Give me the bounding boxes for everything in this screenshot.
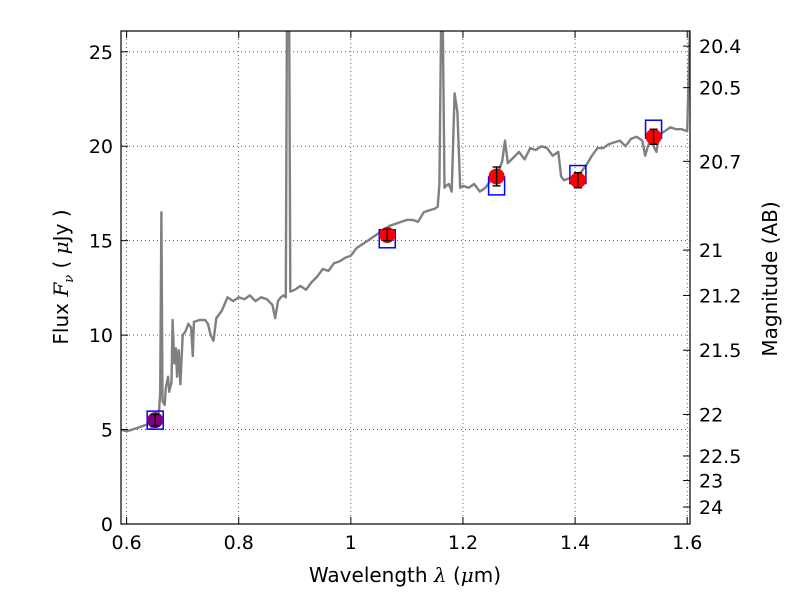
- y-right-axis-label: Magnitude (AB): [758, 201, 782, 356]
- mag-tick-label: 21: [699, 240, 723, 262]
- y-tick-label: 20: [89, 136, 113, 158]
- mag-tick-label: 20.4: [699, 36, 741, 58]
- x-tick-label: 1: [345, 532, 357, 554]
- y-tick-label: 5: [101, 420, 113, 442]
- y-tick-label: 0: [101, 514, 113, 536]
- y-tick-label: 15: [89, 231, 113, 253]
- x-tick-label: 1.6: [672, 532, 702, 554]
- mag-tick-label: 23: [699, 471, 723, 493]
- mag-tick-label: 22: [699, 404, 723, 426]
- points-layer: [146, 119, 663, 430]
- sed-model-line: [121, 31, 690, 433]
- grid: [121, 31, 690, 525]
- y-axis-label: Flux Fν ( μJy ): [49, 209, 77, 344]
- mag-tick-label: 21.5: [699, 340, 741, 362]
- series-layer: [121, 31, 690, 433]
- mag-tick-label: 21.2: [699, 285, 741, 307]
- x-tick-label: 0.6: [111, 532, 141, 554]
- y-tick-label: 10: [89, 325, 113, 347]
- x-tick-label: 1.2: [448, 532, 478, 554]
- y-tick-label: 25: [89, 42, 113, 64]
- mag-tick-label: 24: [699, 497, 723, 519]
- ticks: 0.6 0.8 1 1.2 1.4 1.6 0 5 10 15 20 25 20.4 20.5 20.7 21…: [89, 31, 741, 554]
- mag-tick-label: 20.7: [699, 151, 741, 173]
- x-tick-label: 1.4: [560, 532, 590, 554]
- plot-frame: [120, 30, 691, 525]
- x-axis-label: Wavelength λ (μm): [309, 563, 501, 587]
- x-tick-label: 0.8: [224, 532, 254, 554]
- mag-tick-label: 20.5: [699, 78, 741, 100]
- mag-tick-label: 22.5: [699, 446, 741, 468]
